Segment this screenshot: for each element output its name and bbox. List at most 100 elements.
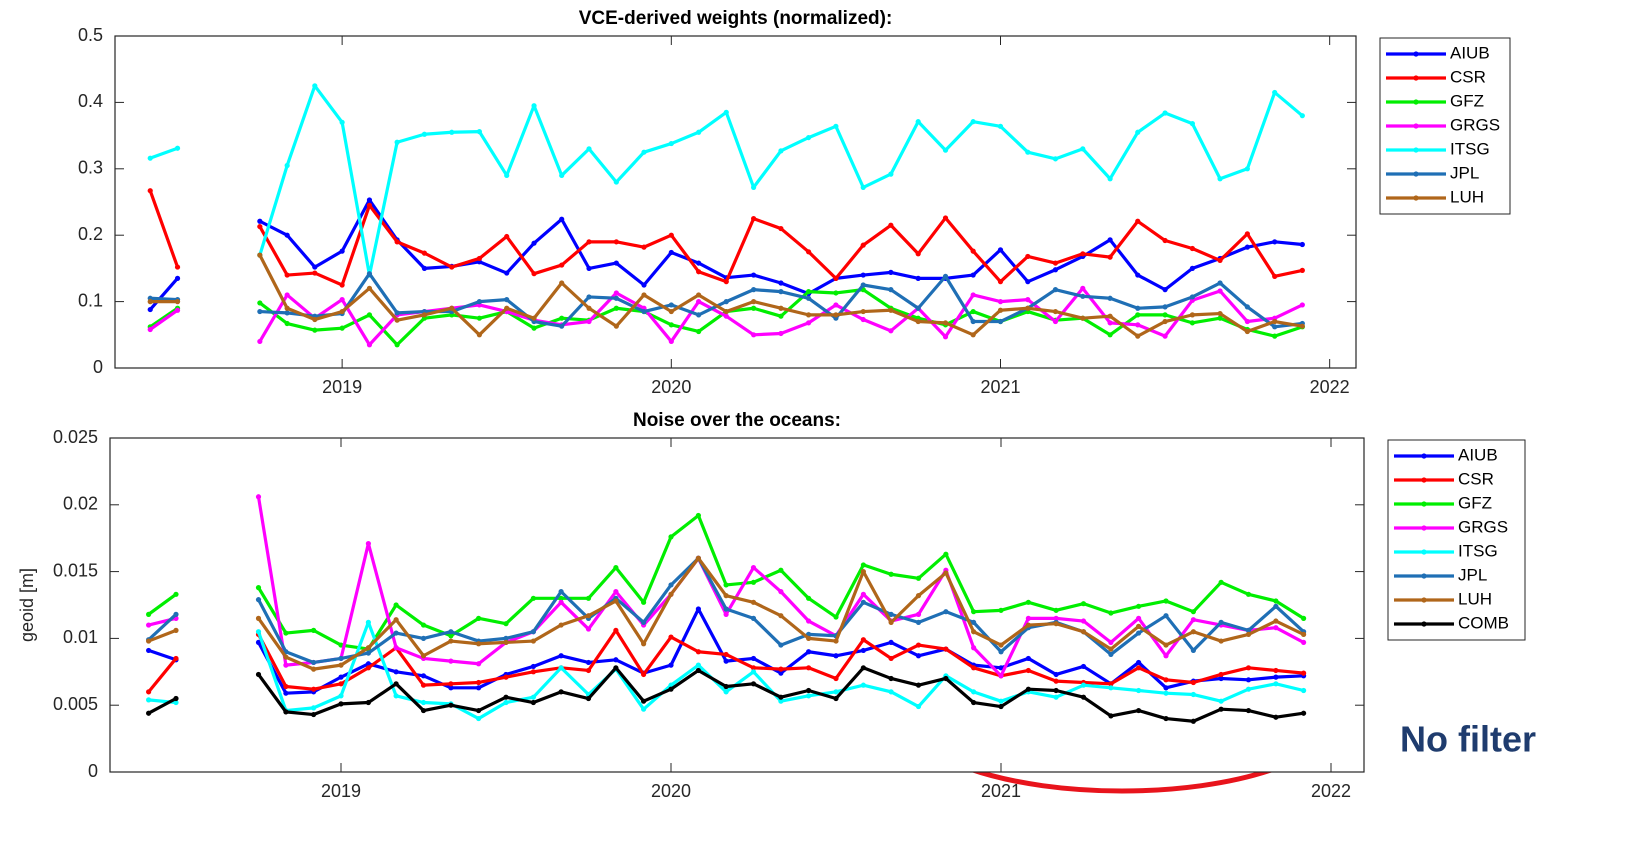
data-point	[1136, 630, 1142, 636]
data-point	[668, 338, 674, 345]
data-point	[146, 710, 152, 716]
data-point	[942, 147, 949, 153]
data-point	[255, 671, 262, 678]
y-tick-label: 0.2	[78, 224, 103, 244]
data-point	[1244, 166, 1250, 172]
data-point	[860, 282, 866, 288]
data-point	[613, 305, 619, 311]
data-point	[750, 655, 757, 662]
data-point	[860, 637, 866, 643]
data-point	[723, 593, 729, 599]
data-point	[531, 103, 537, 109]
data-point	[1136, 615, 1142, 621]
data-point	[393, 693, 399, 699]
data-point	[1190, 691, 1196, 698]
data-point	[448, 685, 454, 691]
data-point	[1272, 333, 1278, 339]
data-point	[394, 342, 400, 348]
data-point	[503, 674, 509, 680]
data-point	[1190, 609, 1196, 615]
data-point	[613, 295, 619, 301]
data-point	[971, 699, 977, 706]
data-point	[997, 299, 1004, 305]
data-point	[915, 619, 922, 625]
data-point	[1163, 685, 1169, 691]
data-point	[915, 305, 921, 311]
data-point	[530, 694, 536, 700]
data-point	[1108, 681, 1114, 687]
data-point	[1162, 312, 1168, 318]
data-point	[723, 582, 729, 588]
data-point	[641, 244, 647, 250]
data-point	[750, 669, 757, 675]
legend-marker	[1421, 549, 1427, 555]
data-point	[833, 302, 839, 308]
data-point	[174, 145, 181, 151]
data-point	[860, 242, 866, 248]
legend-marker	[1413, 195, 1419, 201]
data-point	[860, 569, 866, 575]
data-point	[312, 83, 318, 89]
data-point	[257, 308, 263, 315]
data-point	[1135, 218, 1141, 224]
legend-label: GRGS	[1458, 517, 1508, 536]
data-point	[559, 323, 565, 329]
data-point	[915, 119, 921, 125]
data-point	[420, 635, 427, 642]
legend-label: COMB	[1458, 613, 1509, 632]
x-tick-label: 2020	[651, 781, 691, 801]
data-point	[530, 638, 536, 644]
data-point	[778, 698, 784, 704]
y-tick-label: 0.5	[78, 25, 103, 45]
data-point	[805, 134, 812, 141]
data-point	[1108, 713, 1114, 719]
data-point	[449, 129, 455, 135]
data-point	[393, 645, 399, 651]
data-point	[833, 312, 839, 318]
x-tick-label: 2019	[322, 377, 362, 397]
data-point	[751, 287, 757, 293]
data-point	[504, 297, 510, 303]
data-point	[696, 129, 702, 135]
data-point	[1218, 619, 1224, 625]
data-point	[1272, 89, 1278, 96]
legend-label: AIUB	[1450, 43, 1490, 62]
data-point	[1301, 639, 1307, 646]
data-point	[1025, 622, 1031, 628]
data-point	[833, 675, 839, 682]
data-point	[311, 711, 317, 718]
plot-frame	[109, 437, 1365, 773]
data-point	[750, 665, 757, 671]
data-point	[613, 239, 619, 245]
legend-marker	[1421, 501, 1427, 507]
legend-marker	[1421, 597, 1427, 603]
data-point	[147, 299, 153, 305]
data-point	[393, 630, 399, 636]
data-point	[1244, 318, 1250, 325]
data-point	[971, 619, 977, 625]
legend-label: GFZ	[1450, 91, 1484, 110]
data-point	[338, 701, 344, 707]
data-point	[668, 534, 674, 540]
data-point	[1107, 313, 1113, 319]
data-point	[530, 699, 536, 706]
data-point	[1052, 156, 1059, 162]
data-point	[1301, 615, 1307, 621]
x-tick-label: 2021	[981, 781, 1021, 801]
data-point	[393, 617, 399, 623]
data-point	[284, 162, 290, 169]
data-point	[257, 338, 263, 345]
data-point	[558, 622, 564, 628]
data-point	[531, 240, 537, 246]
chart-title: Noise over the oceans:	[633, 410, 841, 431]
data-point	[888, 307, 894, 313]
data-point	[970, 272, 976, 278]
data-point	[283, 662, 289, 668]
data-point	[1053, 678, 1059, 684]
data-point	[696, 260, 702, 266]
data-point	[1273, 603, 1279, 609]
data-point	[860, 308, 866, 315]
legend-marker	[1413, 99, 1419, 105]
data-point	[997, 247, 1004, 253]
data-point	[585, 595, 592, 601]
